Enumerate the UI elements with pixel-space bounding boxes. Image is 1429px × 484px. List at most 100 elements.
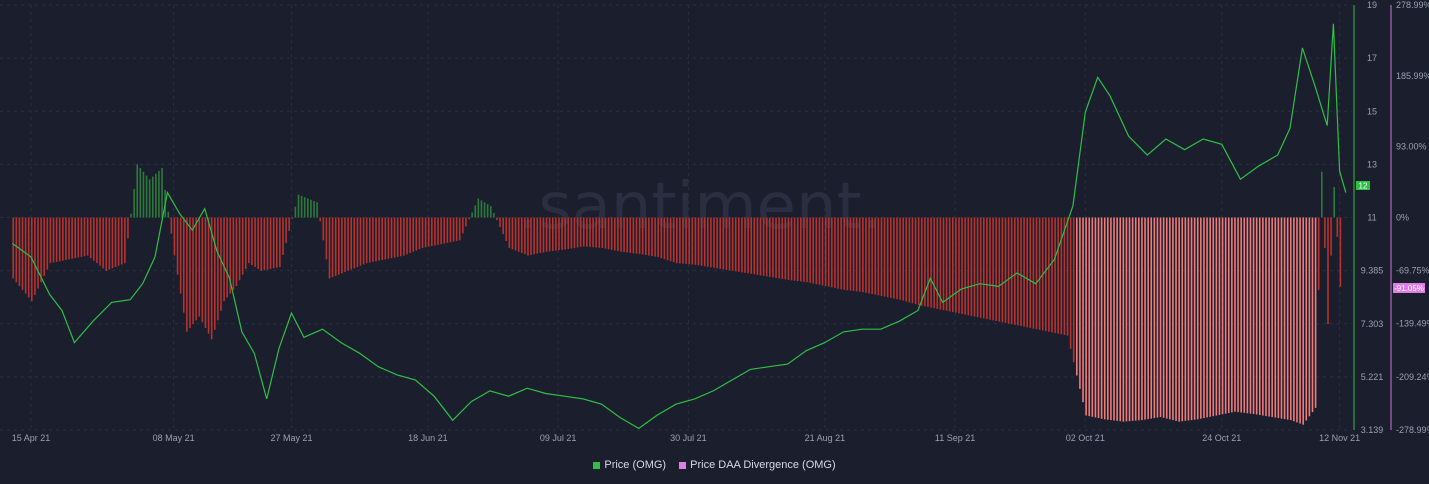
- divergence-bar: [871, 217, 873, 295]
- divergence-bar: [257, 217, 259, 269]
- divergence-bar: [1020, 217, 1022, 327]
- divergence-bar: [1286, 217, 1289, 420]
- divergence-bar: [40, 217, 42, 283]
- divergence-bar: [927, 217, 929, 307]
- divergence-bar: [1045, 217, 1047, 332]
- divergence-bar: [1001, 217, 1004, 323]
- divergence-bar: [1110, 217, 1112, 421]
- divergence-bar: [217, 217, 219, 321]
- divergence-bar: [331, 217, 334, 278]
- legend-swatch-price: [593, 461, 601, 469]
- divergence-bar: [1048, 217, 1050, 332]
- price-badge-value: 12: [1359, 182, 1368, 191]
- divergence-bar: [511, 217, 514, 250]
- price-line: [12, 23, 1347, 430]
- divergence-bar: [1296, 217, 1298, 423]
- divergence-bar: [226, 217, 228, 298]
- divergence-bar: [71, 217, 73, 259]
- legend-item-price[interactable]: Price (OMG): [593, 459, 666, 471]
- divergence-bar: [716, 217, 718, 269]
- divergence-bar: [213, 217, 216, 330]
- divergence-bar: [542, 217, 545, 253]
- divergence-bar: [852, 217, 855, 292]
- divergence-bar: [558, 217, 560, 251]
- divergence-bar: [18, 217, 21, 287]
- divergence-bar: [1330, 217, 1332, 256]
- santiment-watermark: .santiment.: [518, 170, 882, 244]
- divergence-bar: [27, 217, 30, 298]
- divergence-bar: [443, 217, 446, 244]
- divergence-bar: [1156, 217, 1159, 418]
- divergence-bar: [86, 217, 89, 256]
- divergence-bar: [1079, 217, 1081, 389]
- divergence-bar: [272, 217, 275, 269]
- divergence-bar: [893, 217, 895, 299]
- divergence-bar: [858, 217, 861, 292]
- divergence-bar: [762, 217, 765, 276]
- divergence-bar: [344, 217, 346, 273]
- divergence-bar: [1227, 217, 1230, 413]
- divergence-bar: [1339, 217, 1342, 287]
- divergence-bar: [505, 217, 508, 241]
- divergence-bar: [1144, 217, 1146, 420]
- divergence-bar: [1184, 217, 1187, 421]
- divergence-bar: [635, 217, 638, 254]
- divergence-bar: [982, 217, 985, 319]
- divergence-bar: [824, 217, 827, 287]
- divergence-bar: [161, 167, 163, 218]
- divergence-bar: [1153, 217, 1156, 419]
- time-tick-label: 21 Aug 21: [805, 433, 846, 443]
- divergence-bar: [1336, 217, 1339, 237]
- divergence-bar: [440, 217, 442, 245]
- divergence-bar: [1138, 217, 1140, 421]
- divergence-bar: [248, 217, 250, 264]
- divergence-bar: [765, 217, 768, 277]
- divergence-axis: 278.99% 185.99% 93.00% 0% -69.75% -139.49% -20…: [1396, 0, 1429, 435]
- divergence-bar: [1032, 217, 1035, 329]
- divergence-bar: [920, 217, 923, 306]
- divergence-bar: [638, 217, 641, 255]
- legend-item-divergence[interactable]: Price DAA Divergence (OMG): [679, 459, 836, 471]
- price-tick-label: 17: [1367, 53, 1377, 63]
- divergence-bar: [207, 217, 210, 334]
- divergence-bar: [347, 217, 349, 271]
- divergence-bar: [1268, 217, 1270, 417]
- divergence-bar: [465, 217, 467, 227]
- divergence-bar: [111, 217, 114, 269]
- divergence-bar: [96, 217, 98, 264]
- divergence-bar: [279, 217, 281, 268]
- divergence-bar: [831, 217, 833, 288]
- divergence-bar: [489, 206, 492, 218]
- divergence-bar: [1317, 217, 1320, 290]
- time-tick-label: 27 May 21: [270, 433, 312, 443]
- divergence-bar: [415, 217, 418, 251]
- divergence-bar: [775, 217, 777, 278]
- legend-label-divergence: Price DAA Divergence (OMG): [690, 459, 836, 471]
- divergence-bar: [338, 217, 340, 275]
- divergence-bar: [533, 217, 535, 255]
- divergence-bar: [945, 217, 948, 311]
- divergence-bar: [539, 217, 542, 254]
- divergence-bar: [1007, 217, 1010, 324]
- divergence-bar: [1314, 217, 1317, 408]
- price-tick-label: 11: [1367, 213, 1376, 223]
- divergence-bar: [955, 217, 957, 313]
- divergence-bar: [713, 217, 715, 268]
- time-axis: 15 Apr 21 08 May 21 27 May 21 18 Jun 21 09 J…: [12, 433, 1360, 443]
- divergence-bar: [710, 217, 712, 268]
- divergence-bar: [610, 217, 613, 250]
- divergence-bar: [102, 217, 104, 269]
- divergence-bar: [1035, 217, 1038, 330]
- divergence-bar: [877, 217, 880, 296]
- divergence-bar: [998, 217, 1001, 322]
- divergence-bar: [527, 217, 529, 256]
- divergence-bar: [1054, 217, 1056, 334]
- divergence-bar: [173, 217, 176, 256]
- divergence-bar: [548, 217, 551, 252]
- divergence-bar: [43, 217, 46, 276]
- divergence-bar: [951, 217, 954, 313]
- divergence-bar: [886, 217, 889, 298]
- divergence-bar: [691, 217, 694, 265]
- divergence-bar: [530, 217, 532, 255]
- divergence-bar: [648, 217, 650, 256]
